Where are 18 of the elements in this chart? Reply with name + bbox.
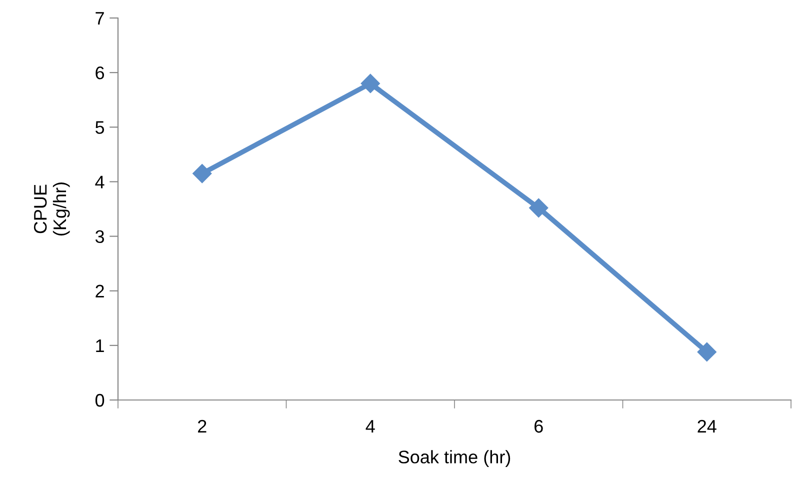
point xyxy=(192,164,212,184)
y-tick-label: 6 xyxy=(96,66,104,80)
y-tick-label: 2 xyxy=(96,284,104,298)
point xyxy=(360,74,380,94)
y-tick-label: 5 xyxy=(95,121,104,134)
x-tick-label: 24 xyxy=(698,420,716,433)
y-tick-label: 0 xyxy=(95,394,104,407)
y-tick-label: 4 xyxy=(95,176,104,188)
point xyxy=(529,198,548,218)
y-tick-label: 7 xyxy=(96,12,104,25)
x-tick-label: 2 xyxy=(198,420,206,433)
y-axis-title: CPUE (Kg/hr) xyxy=(34,182,70,236)
y-tick-label: 1 xyxy=(96,340,104,352)
x-tick-label: 4 xyxy=(366,420,375,433)
y-tick-label: 3 xyxy=(95,230,104,244)
x-tick-label: 6 xyxy=(534,420,543,433)
x-axis-title: Soak time (hr) xyxy=(398,450,510,467)
point xyxy=(697,342,716,362)
